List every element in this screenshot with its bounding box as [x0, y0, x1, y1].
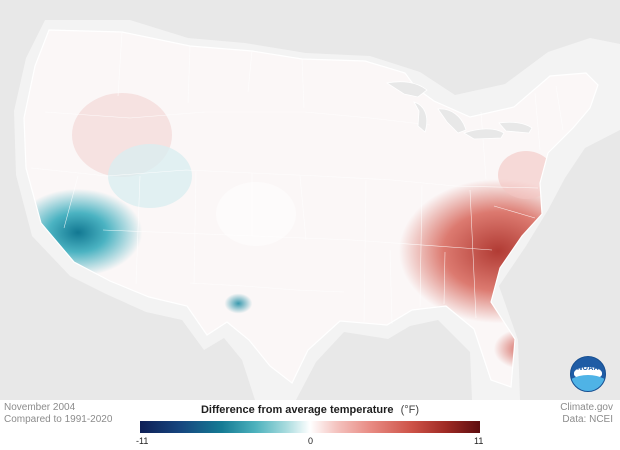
legend-min-label: -11 — [136, 436, 149, 446]
noaa-logo: NOAA — [570, 356, 606, 392]
legend-unit: (°F) — [400, 404, 420, 416]
legend: Difference from average temperature (°F)… — [136, 404, 484, 448]
temperature-anomaly-map — [14, 20, 620, 400]
legend-zero-label: 0 — [308, 436, 314, 446]
noaa-wave-icon — [571, 375, 605, 391]
map-panel: NOAA — [0, 0, 620, 400]
legend-color-bar — [140, 421, 480, 433]
legend-max-label: 11 — [474, 436, 484, 446]
baseline-label: Compared to 1991-2020 — [4, 414, 113, 425]
month-label: November 2004 — [4, 402, 76, 413]
legend-title: Difference from average temperature (°F) — [140, 404, 480, 416]
noaa-logo-text: NOAA — [577, 365, 599, 372]
data-source-label: Data: NCEI — [562, 414, 613, 425]
credit-caption: Climate.gov Data: NCEI — [560, 402, 613, 426]
date-caption: November 2004 Compared to 1991-2020 — [4, 402, 112, 426]
legend-title-text: Difference from average temperature — [200, 404, 394, 416]
source-site-label: Climate.gov — [560, 402, 613, 413]
